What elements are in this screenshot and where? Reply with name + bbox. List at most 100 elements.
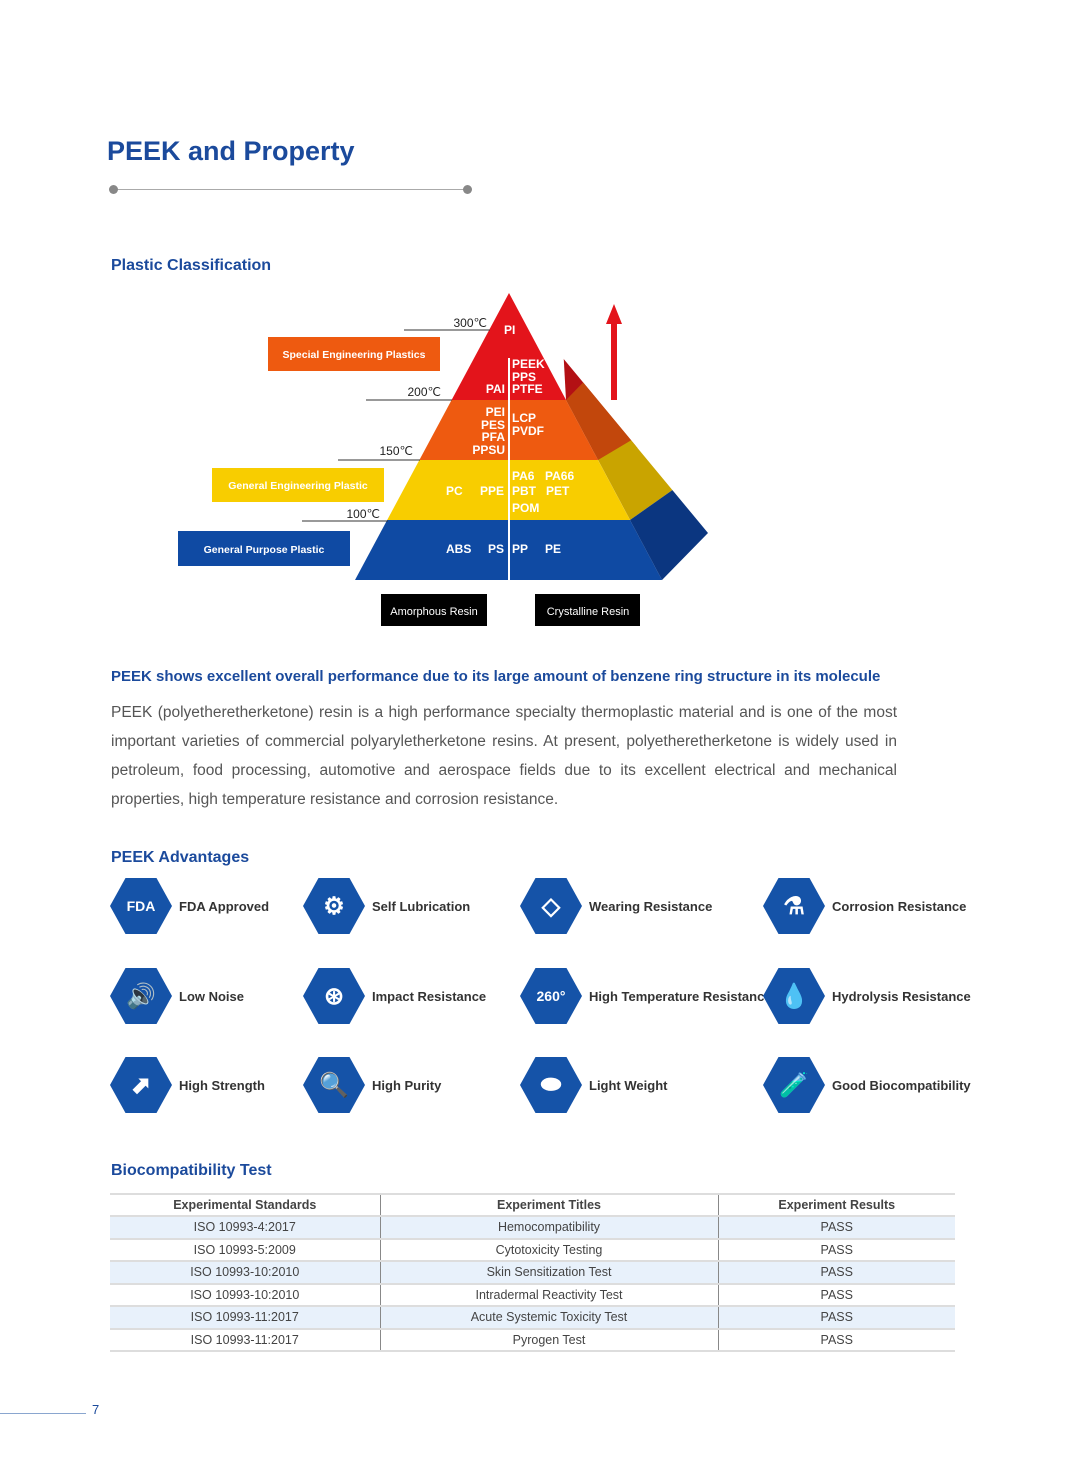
advantage-label: Corrosion Resistance: [832, 898, 967, 914]
temp-label: 100℃: [347, 507, 381, 521]
temp-label: 300℃: [454, 316, 488, 330]
advantage-item: ⚗ Corrosion Resistance: [763, 878, 966, 934]
advantage-item: ⬬ Light Weight: [520, 1057, 667, 1113]
table-cell: PASS: [717, 1216, 955, 1240]
svg-text:Special Engineering Plastics: Special Engineering Plastics: [283, 349, 426, 361]
advantage-label: Hydrolysis Resistance: [832, 988, 971, 1004]
strength-icon: ⬈: [110, 1057, 172, 1113]
advantage-label: Self Lubrication: [372, 898, 471, 914]
advantage-label: Light Weight: [589, 1077, 668, 1093]
svg-text:PPSU: PPSU: [472, 443, 505, 457]
advantages-heading: PEEK Advantages: [111, 849, 250, 866]
svg-text:PBT: PBT: [512, 484, 537, 498]
advantage-item: ⊛ Impact Resistance: [303, 968, 486, 1024]
advantage-label: High Temperature Resistance: [589, 988, 772, 1004]
test-tube-icon: 🧪: [763, 1057, 825, 1113]
table-cell: Cytotoxicity Testing: [379, 1238, 718, 1262]
table-cell: PASS: [717, 1261, 955, 1285]
advantage-item: ⬈ High Strength: [110, 1057, 265, 1113]
side-engineering: [598, 340, 708, 520]
svg-text:PEEK: PEEK: [512, 357, 545, 371]
advantage-item: FDA FDA Approved: [110, 878, 269, 934]
category-special: [268, 337, 440, 371]
column-header: Experiment Titles: [379, 1193, 718, 1217]
svg-text:PEI: PEI: [486, 405, 505, 419]
advantage-label: Good Biocompatibility: [832, 1077, 971, 1093]
svg-text:PET: PET: [546, 484, 570, 498]
heat-icon: 260°: [520, 968, 582, 1024]
page-number: 7: [92, 1402, 100, 1417]
speaker-icon: 🔊: [110, 968, 172, 1024]
svg-text:General Purpose Plastic: General Purpose Plastic: [204, 544, 325, 556]
advantage-item: ◇ Wearing Resistance: [520, 878, 712, 934]
advantage-item: 🔊 Low Noise: [110, 968, 244, 1024]
table-cell: ISO 10993-11:2017: [110, 1328, 380, 1352]
side-general: [630, 400, 708, 580]
table-cell: Skin Sensitization Test: [379, 1261, 718, 1285]
arrow-up-icon: [611, 320, 617, 400]
svg-text:PAI: PAI: [486, 382, 505, 396]
advantage-item: 💧 Hydrolysis Resistance: [763, 968, 971, 1024]
advantage-label: Wearing Resistance: [589, 898, 713, 914]
svg-text:PC: PC: [446, 484, 463, 498]
table-cell: ISO 10993-5:2009: [110, 1238, 380, 1262]
svg-text:Amorphous Resin: Amorphous Resin: [390, 606, 477, 618]
table-row: ISO 10993-10:2010 Intradermal Reactivity …: [110, 1283, 955, 1307]
title-divider: [113, 189, 468, 190]
table-cell: ISO 10993-4:2017: [110, 1216, 380, 1240]
crystalline-resin-label: [535, 594, 640, 626]
svg-text:PES: PES: [481, 418, 505, 432]
biocompatibility-table: Experimental Standards Experiment Titles…: [110, 1193, 955, 1352]
table-cell: PASS: [717, 1306, 955, 1330]
category-general: [178, 531, 350, 566]
svg-text:General Engineering Plastic: General Engineering Plastic: [228, 480, 368, 492]
table-row: ISO 10993-10:2010 Skin Sensitization Test…: [110, 1261, 955, 1285]
droplets-icon: 💧: [763, 968, 825, 1024]
side-high: [566, 293, 708, 460]
svg-text:PS: PS: [488, 542, 504, 556]
column-header: Experiment Results: [717, 1193, 955, 1217]
advantage-item: ⚙ Self Lubrication: [303, 878, 470, 934]
svg-text:ABS: ABS: [446, 542, 471, 556]
svg-text:PA66: PA66: [545, 469, 574, 483]
amorphous-resin-label: [381, 594, 487, 626]
table-row: ISO 10993-5:2009 Cytotoxicity Testing PASS: [110, 1238, 955, 1262]
advantage-label: FDA Approved: [179, 898, 270, 914]
temp-label: 150℃: [380, 444, 414, 458]
page-title: PEEK and Property: [107, 136, 355, 166]
table-cell: Pyrogen Test: [379, 1328, 718, 1352]
table-cell: ISO 10993-10:2010: [110, 1261, 380, 1285]
classification-heading: Plastic Classification: [111, 257, 272, 274]
advantage-item: 260° High Temperature Resistance: [520, 968, 772, 1024]
table-cell: ISO 10993-10:2010: [110, 1283, 380, 1307]
table-cell: Acute Systemic Toxicity Test: [379, 1306, 718, 1330]
category-engineering: [212, 468, 384, 502]
magnifier-icon: 🔍: [303, 1057, 365, 1113]
table-row: ISO 10993-11:2017 Acute Systemic Toxicity…: [110, 1306, 955, 1330]
svg-text:PE: PE: [545, 542, 561, 556]
eraser-icon: ◇: [520, 878, 582, 934]
svg-text:PPE: PPE: [480, 484, 504, 498]
divider-dot: [463, 185, 472, 194]
svg-text:POM: POM: [512, 501, 539, 515]
table-row: ISO 10993-4:2017 Hemocompatibility PASS: [110, 1216, 955, 1240]
svg-text:PA6: PA6: [512, 469, 535, 483]
biocompatibility-heading: Biocompatibility Test: [111, 1162, 272, 1179]
svg-text:PVDF: PVDF: [512, 424, 544, 438]
advantage-label: Low Noise: [179, 988, 245, 1004]
divider-dot: [109, 185, 118, 194]
svg-text:PFA: PFA: [482, 430, 506, 444]
advantage-label: Impact Resistance: [372, 988, 487, 1004]
svg-text:PP: PP: [512, 542, 528, 556]
column-header: Experimental Standards: [110, 1193, 380, 1217]
svg-text:PTFE: PTFE: [512, 382, 543, 396]
performance-paragraph: PEEK (polyetheretherketone) resin is a h…: [111, 704, 897, 808]
plastic-pyramid: 300℃ 200℃ 150℃ 100℃ Special Engineering …: [178, 293, 708, 626]
advantage-item: 🔍 High Purity: [303, 1057, 441, 1113]
impact-icon: ⊛: [303, 968, 365, 1024]
svg-text:PI: PI: [504, 323, 515, 337]
performance-heading: PEEK shows excellent overall performance…: [111, 668, 881, 685]
advantage-item: 🧪 Good Biocompatibility: [763, 1057, 971, 1113]
weights-icon: ⬬: [520, 1057, 582, 1113]
svg-text:LCP: LCP: [512, 411, 536, 425]
